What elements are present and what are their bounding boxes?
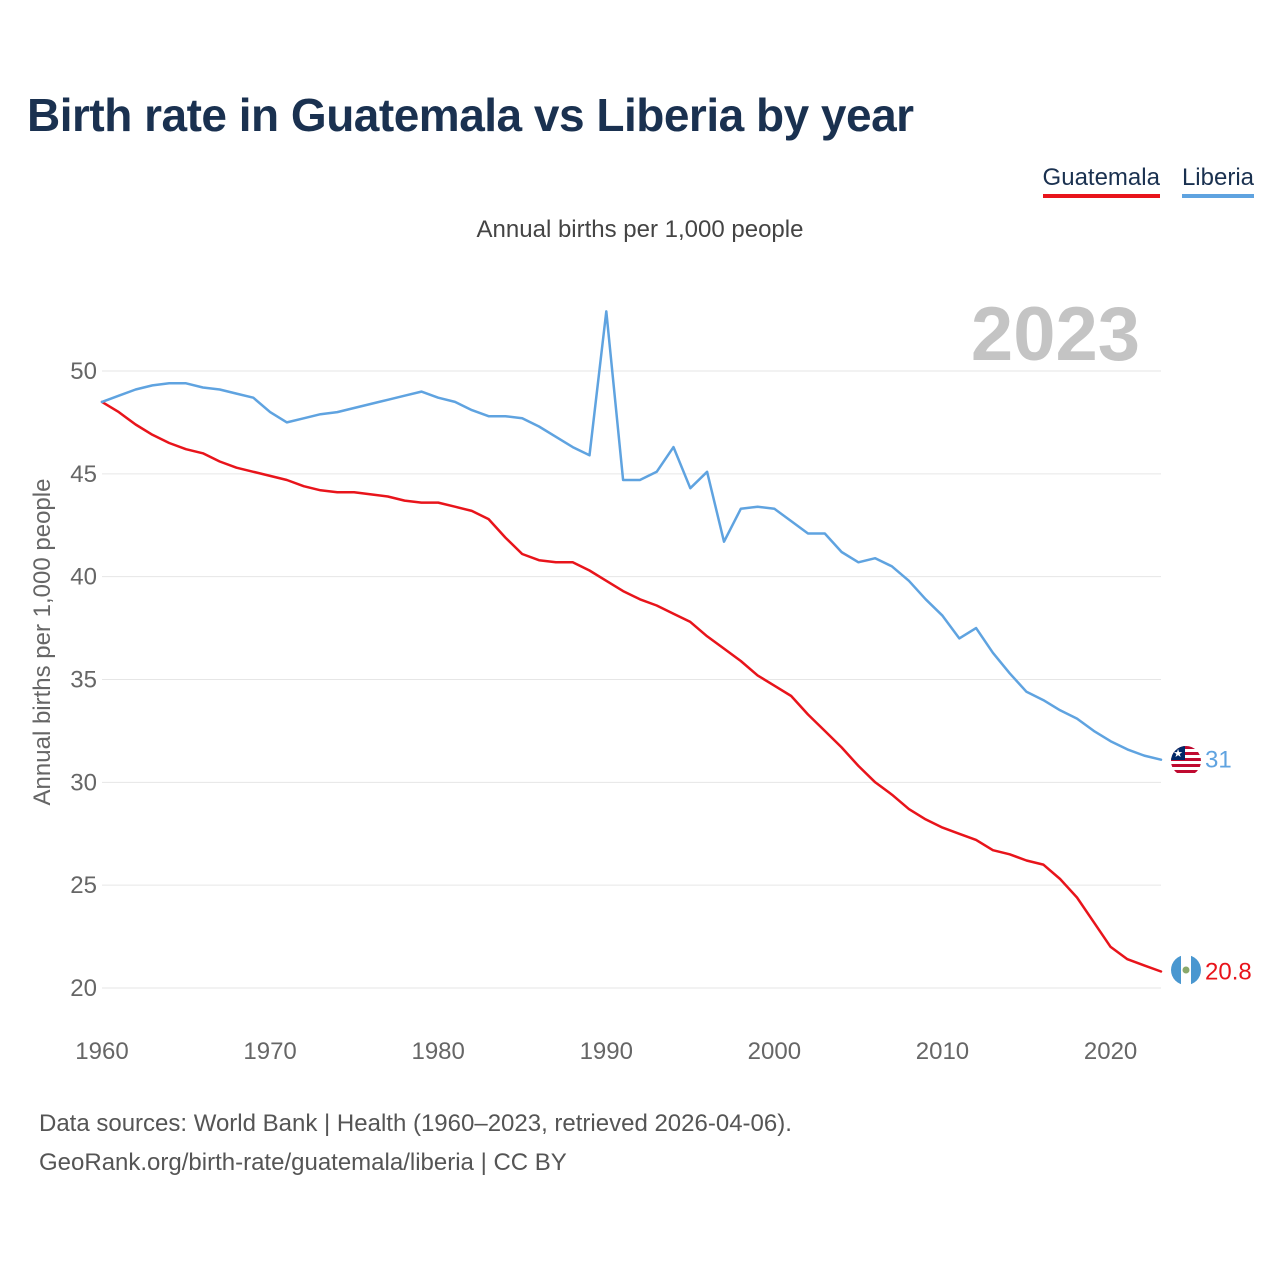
x-tick-2010: 2010 — [916, 1038, 969, 1065]
end-label-liberia: 31 — [1205, 747, 1232, 774]
liberia-flag-icon: ★ — [1171, 746, 1201, 776]
y-tick-35: 35 — [70, 667, 97, 694]
footer: Data sources: World Bank | Health (1960–… — [39, 1104, 792, 1182]
end-label-guatemala: 20.8 — [1205, 959, 1252, 986]
y-tick-25: 25 — [70, 872, 97, 899]
x-tick-2000: 2000 — [748, 1038, 801, 1065]
guatemala-flag-icon — [1171, 955, 1201, 985]
y-tick-40: 40 — [70, 564, 97, 591]
legend: Guatemala Liberia — [1042, 164, 1254, 198]
series-line-liberia[interactable] — [100, 310, 1163, 761]
x-tick-1990: 1990 — [580, 1038, 633, 1065]
footer-sources: Data sources: World Bank | Health (1960–… — [39, 1110, 792, 1137]
chart-title: Birth rate in Guatemala vs Liberia by ye… — [27, 89, 914, 141]
x-tick-1980: 1980 — [411, 1038, 464, 1065]
series-line-guatemala[interactable] — [100, 400, 1163, 973]
y-axis-ticks: 20 25 30 35 40 45 50 — [70, 358, 97, 1002]
y-tick-45: 45 — [70, 461, 97, 488]
y-tick-30: 30 — [70, 769, 97, 796]
legend-item-guatemala[interactable]: Guatemala — [1042, 164, 1160, 198]
end-labels: 20.8 31 — [1205, 747, 1252, 986]
year-label: 2023 — [971, 292, 1140, 377]
x-tick-2020: 2020 — [1084, 1038, 1137, 1065]
y-axis-label: Annual births per 1,000 people — [29, 479, 56, 806]
legend-item-liberia[interactable]: Liberia — [1181, 164, 1254, 198]
svg-text:★: ★ — [1173, 748, 1183, 760]
x-axis-ticks: 1960 1970 1980 1990 2000 2010 2020 — [75, 1038, 1137, 1065]
chart-subtitle: Annual births per 1,000 people — [476, 216, 804, 243]
x-tick-1970: 1970 — [243, 1038, 296, 1065]
footer-link[interactable]: GeoRank.org/birth-rate/guatemala/liberia… — [39, 1149, 567, 1176]
series-lines — [100, 310, 1163, 973]
grid-lines — [102, 370, 1161, 989]
y-tick-20: 20 — [70, 975, 97, 1002]
x-tick-1960: 1960 — [75, 1038, 128, 1065]
y-tick-50: 50 — [70, 358, 97, 385]
